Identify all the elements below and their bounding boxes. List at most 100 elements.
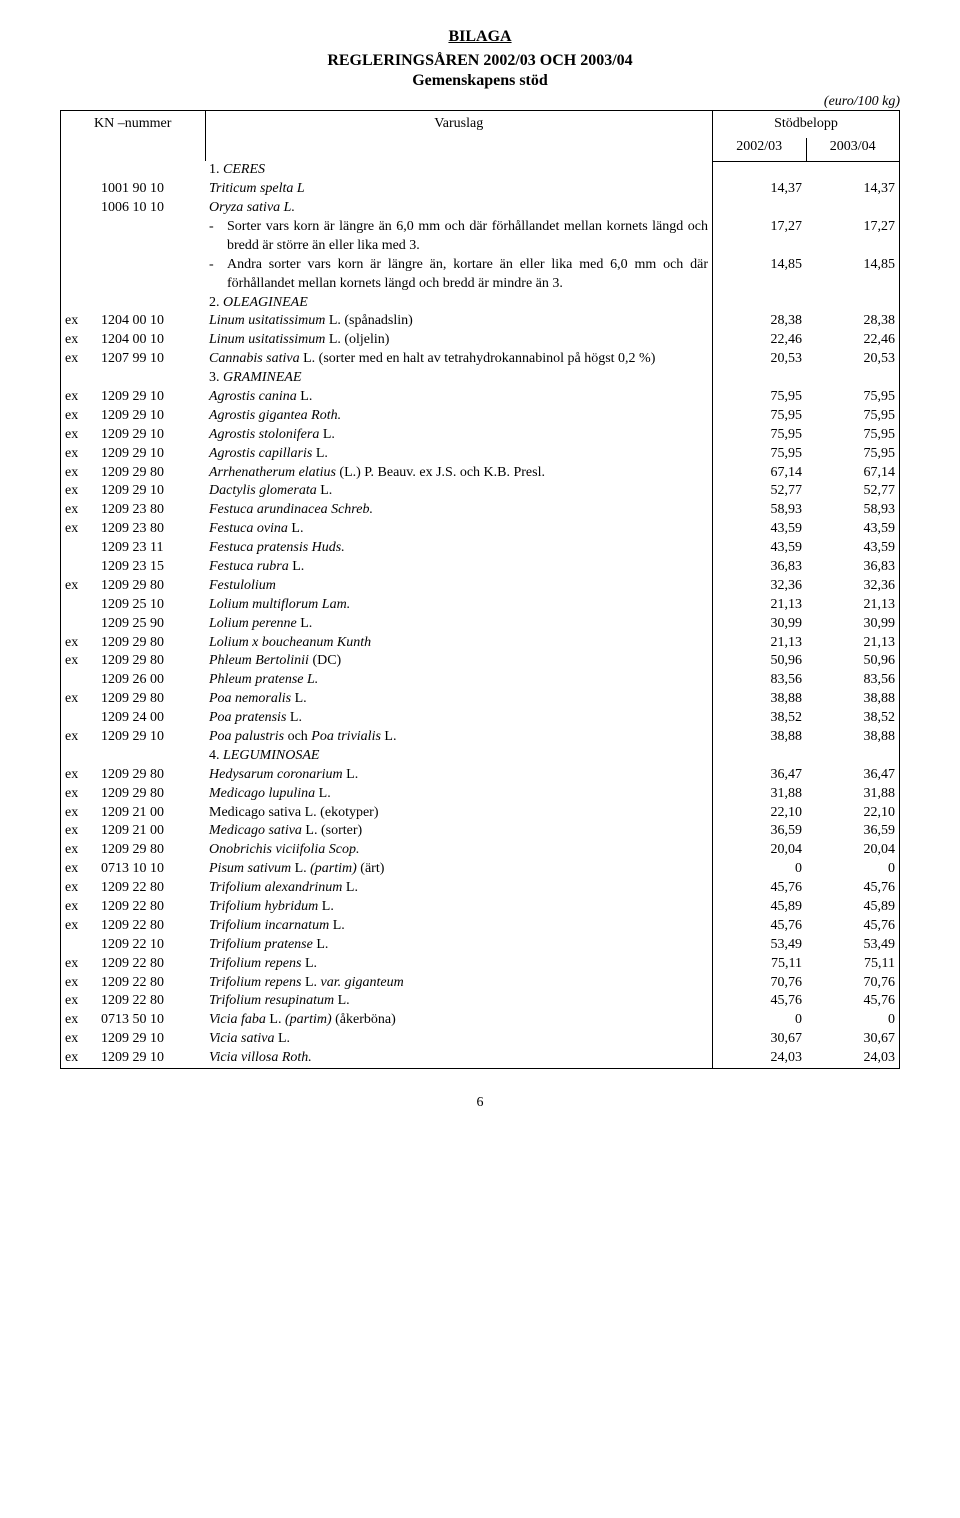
cell-desc: Medicago sativa L. (sorter) xyxy=(205,822,713,841)
cell-v1: 43,59 xyxy=(713,520,807,539)
cell-desc: 2. OLEAGINEAE xyxy=(205,294,713,313)
cell-ex: ex xyxy=(61,407,98,426)
cell-code xyxy=(97,218,205,256)
table-header-row-1: KN –nummer Varuslag Stödbelopp xyxy=(61,111,900,138)
cell-desc: Oryza sativa L. xyxy=(205,199,713,218)
cell-ex xyxy=(61,558,98,577)
cell-v2 xyxy=(806,369,900,388)
cell-desc: 3. GRAMINEAE xyxy=(205,369,713,388)
cell-v2 xyxy=(806,199,900,218)
title-line-2: REGLERINGSÅREN 2002/03 OCH 2003/04 xyxy=(60,52,900,70)
cell-desc: Linum usitatissimum L. (oljelin) xyxy=(205,331,713,350)
cell-v1: 31,88 xyxy=(713,785,807,804)
cell-desc: Trifolium alexandrinum L. xyxy=(205,879,713,898)
cell-code: 1209 22 80 xyxy=(97,879,205,898)
table-row: ex1209 29 10Vicia villosa Roth.24,0324,0… xyxy=(61,1049,900,1068)
cell-v2: 70,76 xyxy=(806,974,900,993)
cell-ex: ex xyxy=(61,974,98,993)
cell-code: 1209 29 10 xyxy=(97,482,205,501)
cell-v2: 43,59 xyxy=(806,539,900,558)
cell-ex xyxy=(61,218,98,256)
table-row: 1209 24 00Poa pratensis L.38,5238,52 xyxy=(61,709,900,728)
cell-ex: ex xyxy=(61,482,98,501)
cell-desc: -Andra sorter vars korn är längre än, ko… xyxy=(205,256,713,294)
cell-v1: 14,85 xyxy=(713,256,807,294)
title-line-3: Gemenskapens stöd xyxy=(60,72,900,90)
cell-code: 1209 29 80 xyxy=(97,690,205,709)
cell-v1: 75,95 xyxy=(713,388,807,407)
cell-v1: 22,10 xyxy=(713,804,807,823)
cell-desc: Linum usitatissimum L. (spånadslin) xyxy=(205,312,713,331)
table-row: ex1209 23 80Festuca arundinacea Schreb.5… xyxy=(61,501,900,520)
cell-v1: 70,76 xyxy=(713,974,807,993)
table-row: 1209 26 00Phleum pratense L.83,5683,56 xyxy=(61,671,900,690)
cell-v2: 32,36 xyxy=(806,577,900,596)
page: BILAGA REGLERINGSÅREN 2002/03 OCH 2003/0… xyxy=(0,0,960,1151)
cell-v2: 0 xyxy=(806,1011,900,1030)
cell-v1: 24,03 xyxy=(713,1049,807,1068)
cell-v1: 14,37 xyxy=(713,180,807,199)
cell-code: 1209 22 10 xyxy=(97,936,205,955)
cell-v2: 45,76 xyxy=(806,992,900,1011)
cell-desc: Trifolium incarnatum L. xyxy=(205,917,713,936)
cell-v2: 75,11 xyxy=(806,955,900,974)
cell-desc: Phleum Bertolinii (DC) xyxy=(205,652,713,671)
cell-v2: 52,77 xyxy=(806,482,900,501)
cell-v1: 38,52 xyxy=(713,709,807,728)
table-row: ex1209 29 80Onobrichis viciifolia Scop.2… xyxy=(61,841,900,860)
cell-v2: 38,88 xyxy=(806,690,900,709)
table-row: 1001 90 10Triticum spelta L14,3714,37 xyxy=(61,180,900,199)
table-row: ex1209 22 80Trifolium repens L.75,1175,1… xyxy=(61,955,900,974)
cell-desc: Vicia faba L. (partim) (åkerböna) xyxy=(205,1011,713,1030)
cell-ex: ex xyxy=(61,464,98,483)
title-block: BILAGA REGLERINGSÅREN 2002/03 OCH 2003/0… xyxy=(60,28,900,90)
cell-code: 0713 10 10 xyxy=(97,860,205,879)
cell-desc: Poa pratensis L. xyxy=(205,709,713,728)
cell-code: 1209 29 80 xyxy=(97,577,205,596)
cell-desc: Poa nemoralis L. xyxy=(205,690,713,709)
cell-ex: ex xyxy=(61,860,98,879)
cell-desc: Festuca rubra L. xyxy=(205,558,713,577)
cell-code: 1209 29 10 xyxy=(97,407,205,426)
table-row: ex1209 21 00Medicago sativa L. (ekotyper… xyxy=(61,804,900,823)
cell-v1: 32,36 xyxy=(713,577,807,596)
cell-v1: 36,83 xyxy=(713,558,807,577)
page-number: 6 xyxy=(60,1095,900,1111)
cell-v1: 45,76 xyxy=(713,917,807,936)
cell-code: 1204 00 10 xyxy=(97,331,205,350)
cell-ex: ex xyxy=(61,955,98,974)
cell-code: 1209 24 00 xyxy=(97,709,205,728)
cell-desc: Pisum sativum L. (partim) (ärt) xyxy=(205,860,713,879)
cell-ex xyxy=(61,161,98,180)
cell-v1: 28,38 xyxy=(713,312,807,331)
cell-desc: Trifolium repens L. var. giganteum xyxy=(205,974,713,993)
cell-code xyxy=(97,369,205,388)
cell-desc: Lolium multiflorum Lam. xyxy=(205,596,713,615)
cell-desc: -Sorter vars korn är längre än 6,0 mm oc… xyxy=(205,218,713,256)
col-year2-header: 2003/04 xyxy=(806,138,900,161)
section-row: 4. LEGUMINOSAE xyxy=(61,747,900,766)
table-row: ex1209 23 80Festuca ovina L.43,5943,59 xyxy=(61,520,900,539)
cell-v2: 36,47 xyxy=(806,766,900,785)
cell-v2: 58,93 xyxy=(806,501,900,520)
cell-ex: ex xyxy=(61,652,98,671)
cell-ex xyxy=(61,180,98,199)
cell-ex xyxy=(61,747,98,766)
cell-desc: Trifolium repens L. xyxy=(205,955,713,974)
cell-v2: 75,95 xyxy=(806,445,900,464)
col-year1-header: 2002/03 xyxy=(713,138,807,161)
cell-desc: Agrostis canina L. xyxy=(205,388,713,407)
cell-code: 1209 22 80 xyxy=(97,992,205,1011)
table-row: ex1209 29 80Arrhenatherum elatius (L.) P… xyxy=(61,464,900,483)
cell-ex xyxy=(61,539,98,558)
table-row: ex1209 29 10Poa palustris och Poa trivia… xyxy=(61,728,900,747)
cell-v1: 22,46 xyxy=(713,331,807,350)
table-row: ex1204 00 10Linum usitatissimum L. (olje… xyxy=(61,331,900,350)
cell-ex: ex xyxy=(61,426,98,445)
cell-v1: 58,93 xyxy=(713,501,807,520)
cell-code: 1209 29 10 xyxy=(97,445,205,464)
cell-code: 1207 99 10 xyxy=(97,350,205,369)
cell-code xyxy=(97,747,205,766)
title-line-1: BILAGA xyxy=(60,28,900,46)
table-row: -Sorter vars korn är längre än 6,0 mm oc… xyxy=(61,218,900,256)
